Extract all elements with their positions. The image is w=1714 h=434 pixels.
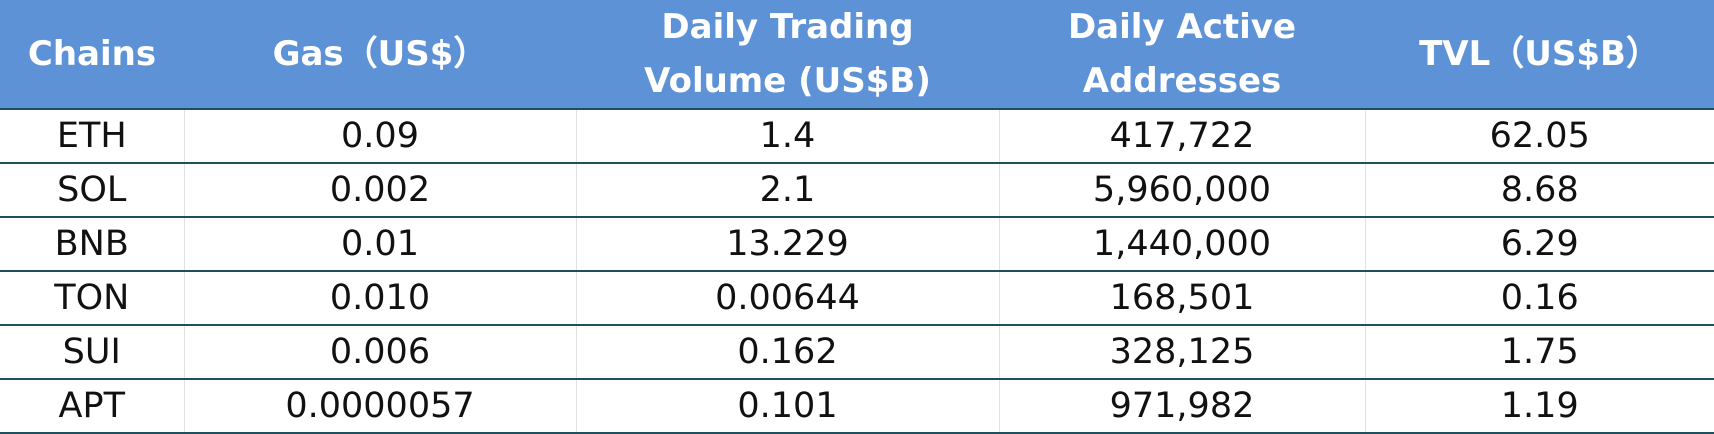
table-cell: 0.002 (183, 163, 576, 218)
table-cell: 1.19 (1364, 379, 1714, 434)
table-row: APT 0.0000057 0.101 971,982 1.19 (0, 379, 1714, 434)
table-cell: 1.75 (1364, 325, 1714, 380)
table-cell: 0.010 (183, 271, 576, 326)
table-cell: 1.4 (575, 109, 999, 164)
table-cell: ETH (0, 109, 184, 164)
table-row: SOL 0.002 2.1 5,960,000 8.68 (0, 163, 1714, 218)
table-cell: 62.05 (1364, 109, 1714, 164)
column-header: Daily Trading Volume (US$B) (576, 0, 999, 110)
table-cell: 417,722 (998, 109, 1365, 164)
column-header: Chains (0, 0, 184, 110)
table-cell: APT (0, 379, 184, 434)
table-cell: 8.68 (1364, 163, 1714, 218)
table-cell: 0.16 (1364, 271, 1714, 326)
table-cell: 0.0000057 (183, 379, 576, 434)
table-row: SUI 0.006 0.162 328,125 1.75 (0, 325, 1714, 380)
table-cell: 13.229 (575, 217, 999, 272)
table-cell: 6.29 (1364, 217, 1714, 272)
table-cell: 971,982 (998, 379, 1365, 434)
table-cell: 0.09 (183, 109, 576, 164)
table-cell: SOL (0, 163, 184, 218)
header-row: Chains Gas（US$） Daily Trading Volume (US$B… (0, 0, 1714, 110)
table-cell: 0.00644 (575, 271, 999, 326)
table-cell: 5,960,000 (998, 163, 1365, 218)
table-cell: 0.006 (183, 325, 576, 380)
table-row: BNB 0.01 13.229 1,440,000 6.29 (0, 217, 1714, 272)
table-row: TON 0.010 0.00644 168,501 0.16 (0, 271, 1714, 326)
table-cell: 0.162 (575, 325, 999, 380)
table-cell: TON (0, 271, 184, 326)
table-cell: 0.01 (183, 217, 576, 272)
table-cell: 1,440,000 (998, 217, 1365, 272)
table-row: ETH 0.09 1.4 417,722 62.05 (0, 109, 1714, 164)
table-cell: 328,125 (998, 325, 1365, 380)
table-cell: 0.101 (575, 379, 999, 434)
table-cell: 2.1 (575, 163, 999, 218)
table-cell: BNB (0, 217, 184, 272)
table-cell: SUI (0, 325, 184, 380)
column-header: Gas（US$） (184, 0, 576, 110)
column-header: TVL（US$B） (1365, 0, 1714, 110)
table-cell: 168,501 (998, 271, 1365, 326)
column-header: Daily Active Addresses (999, 0, 1365, 110)
